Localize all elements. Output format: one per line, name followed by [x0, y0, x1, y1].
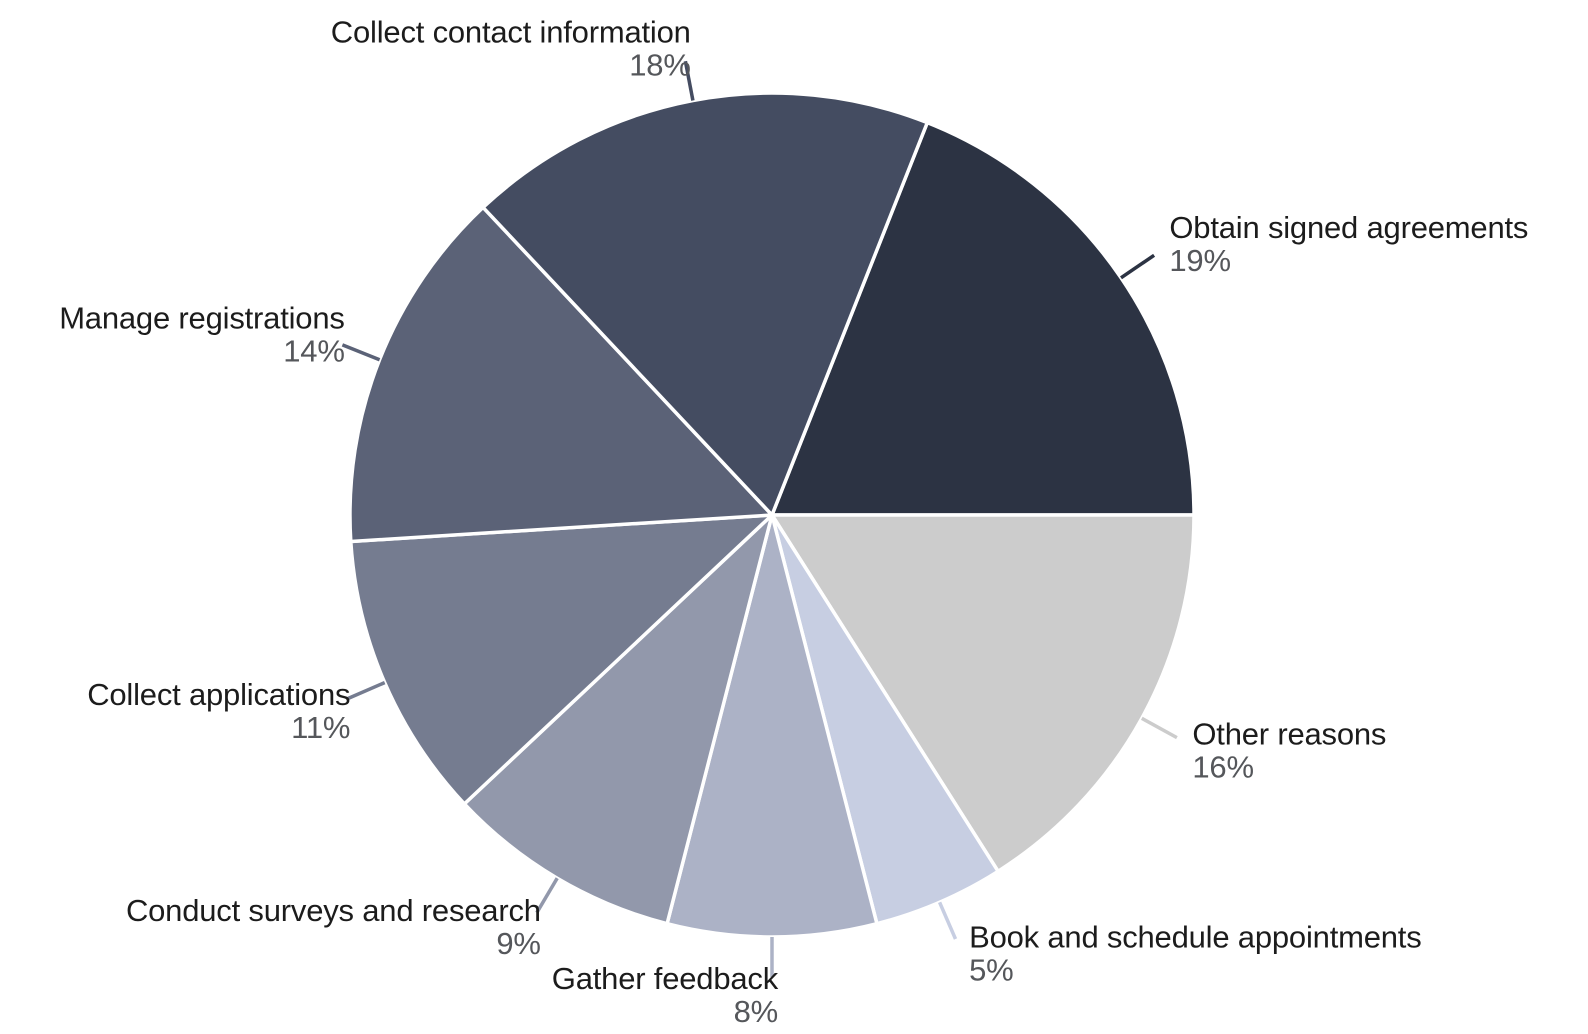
slice-percent-obtain-signed-agreements: 19%: [1169, 243, 1230, 278]
slice-label-gather-feedback: Gather feedback: [552, 961, 779, 996]
slice-label-manage-registrations: Manage registrations: [59, 301, 345, 336]
slice-percent-gather-feedback: 8%: [734, 994, 778, 1029]
slice-percent-book-and-schedule-appointments: 5%: [969, 953, 1013, 988]
label-tick-book-and-schedule-appointments: [937, 901, 958, 940]
slice-label-book-and-schedule-appointments: Book and schedule appointments: [969, 920, 1421, 955]
slice-percent-conduct-surveys-and-research: 9%: [496, 926, 540, 961]
slice-percent-manage-registrations: 14%: [283, 334, 344, 369]
pie-slice-gather-feedback: [665, 513, 879, 939]
slice-label-obtain-signed-agreements: Obtain signed agreements: [1169, 210, 1528, 245]
label-tick-manage-registrations: [341, 343, 381, 362]
label-tick-collect-contact-information: [683, 60, 695, 101]
slice-percent-other-reasons: 16%: [1192, 750, 1253, 785]
slice-percent-collect-contact-information: 18%: [629, 47, 690, 82]
label-tick-collect-applications: [347, 680, 386, 701]
slice-label-collect-contact-information: Collect contact information: [331, 14, 691, 49]
slice-label-collect-applications: Collect applications: [87, 677, 350, 712]
label-tick-conduct-surveys-and-research: [535, 877, 559, 914]
slice-label-other-reasons: Other reasons: [1192, 717, 1386, 752]
slice-label-conduct-surveys-and-research: Conduct surveys and research: [126, 893, 541, 928]
pie-slice-other-reasons: [770, 513, 1196, 874]
slice-percent-collect-applications: 11%: [291, 710, 350, 745]
label-tick-obtain-signed-agreements: [1120, 253, 1156, 280]
label-tick-other-reasons: [1140, 716, 1178, 740]
